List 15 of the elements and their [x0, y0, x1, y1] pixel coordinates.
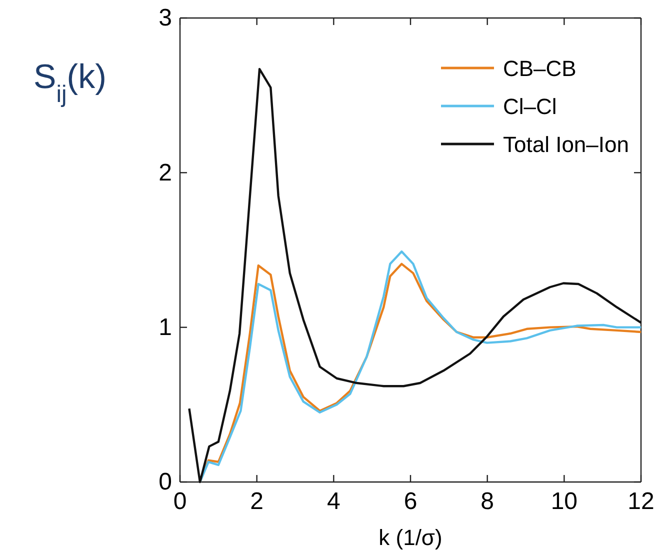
- x-tick-label: 12: [628, 488, 654, 516]
- legend-label: Total Ion–Ion: [503, 132, 629, 157]
- x-axis-title: k (1/σ): [378, 525, 442, 550]
- y-tick-label: 0: [158, 468, 172, 496]
- y-tick-label: 2: [158, 159, 172, 186]
- x-tick-label: 10: [550, 488, 578, 516]
- y-axis-title: S$_{ij}$(k): [34, 58, 106, 108]
- x-tick-label: 6: [404, 488, 418, 516]
- y-tick-label: 1: [158, 314, 172, 342]
- x-tick-label: 2: [250, 488, 264, 516]
- x-tick-label: 4: [326, 488, 340, 516]
- legend-label: CB–CB: [503, 56, 576, 81]
- x-tick-label: 8: [480, 488, 494, 516]
- y-tick-label: 3: [158, 4, 172, 32]
- legend-label: Cl–Cl: [503, 94, 557, 119]
